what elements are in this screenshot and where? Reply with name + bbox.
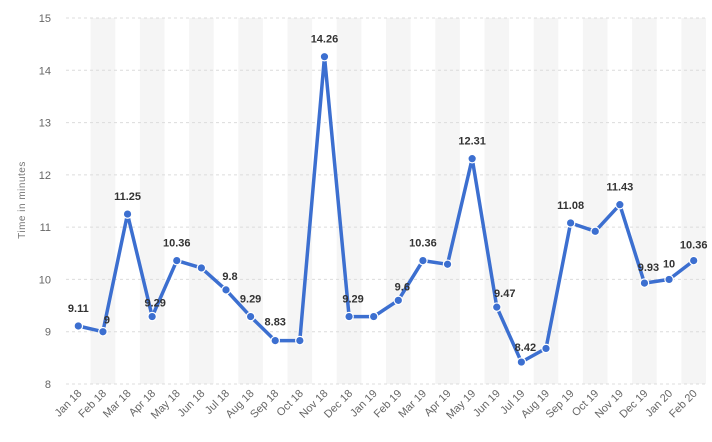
data-label: 11.08 bbox=[557, 200, 584, 212]
data-point[interactable] bbox=[442, 259, 453, 270]
data-label: 10 bbox=[663, 258, 675, 270]
y-tick-label: 11 bbox=[40, 222, 51, 234]
y-tick-label: 14 bbox=[39, 65, 51, 77]
column-band bbox=[90, 18, 116, 384]
column-band bbox=[139, 18, 165, 384]
data-label: 8.42 bbox=[515, 342, 536, 354]
column-band bbox=[189, 18, 214, 384]
x-tick-label: Jun 19 bbox=[471, 388, 503, 420]
data-point[interactable] bbox=[393, 295, 404, 306]
data-label: 12.31 bbox=[458, 136, 486, 148]
y-axis-label: Time in minutes bbox=[17, 161, 28, 239]
column-band bbox=[435, 18, 460, 384]
data-label: 9.47 bbox=[494, 288, 515, 300]
data-point[interactable] bbox=[73, 321, 84, 331]
data-point[interactable] bbox=[639, 278, 650, 288]
data-point[interactable] bbox=[688, 255, 699, 266]
y-axis-ticks: 8 9 10 11 12 13 14 15 bbox=[39, 13, 51, 391]
data-label: 9.93 bbox=[638, 262, 659, 274]
data-label: 9.29 bbox=[342, 294, 363, 306]
data-point[interactable] bbox=[196, 263, 207, 273]
data-point[interactable] bbox=[516, 357, 527, 367]
data-point[interactable] bbox=[467, 153, 477, 164]
column-band bbox=[386, 18, 411, 384]
data-label: 10.36 bbox=[680, 240, 708, 252]
x-tick-label: Mar 18 bbox=[101, 388, 134, 421]
data-label: 9 bbox=[104, 315, 110, 327]
x-tick-label: Jun 18 bbox=[176, 388, 208, 420]
data-point[interactable] bbox=[615, 199, 625, 210]
data-label: 11.25 bbox=[114, 191, 141, 203]
y-tick-label: 8 bbox=[45, 379, 51, 391]
y-tick-label: 10 bbox=[39, 274, 51, 286]
y-tick-label: 13 bbox=[39, 118, 51, 130]
column-band bbox=[238, 18, 263, 384]
data-point[interactable] bbox=[590, 226, 601, 237]
data-point[interactable] bbox=[344, 311, 354, 322]
series-line-group bbox=[73, 51, 699, 367]
gridlines bbox=[66, 17, 706, 385]
column-band bbox=[336, 18, 362, 384]
data-point[interactable] bbox=[98, 326, 108, 337]
data-point[interactable] bbox=[491, 302, 502, 312]
data-point[interactable] bbox=[418, 255, 428, 266]
y-tick-label: 15 bbox=[39, 13, 51, 25]
data-point[interactable] bbox=[565, 218, 576, 228]
column-bands bbox=[90, 18, 706, 384]
data-label: 9.8 bbox=[222, 271, 237, 283]
data-label: 14.26 bbox=[311, 34, 339, 46]
data-point[interactable] bbox=[147, 311, 157, 322]
data-point[interactable] bbox=[295, 335, 305, 346]
data-label: 11.43 bbox=[606, 182, 633, 194]
data-label: 10.36 bbox=[409, 238, 437, 250]
column-band bbox=[681, 18, 706, 384]
data-label: 8.83 bbox=[265, 317, 286, 329]
data-label: 9.6 bbox=[395, 281, 410, 293]
y-tick-label: 9 bbox=[45, 327, 51, 339]
column-band bbox=[632, 18, 657, 384]
column-band bbox=[533, 18, 559, 384]
data-label: 9.29 bbox=[240, 294, 261, 306]
data-point[interactable] bbox=[122, 209, 133, 219]
data-point[interactable] bbox=[368, 311, 379, 322]
data-label: 9.29 bbox=[144, 298, 165, 310]
x-tick-label: Feb 20 bbox=[667, 388, 700, 421]
y-tick-label: 12 bbox=[39, 170, 51, 182]
data-point[interactable] bbox=[541, 343, 551, 354]
data-point[interactable] bbox=[319, 51, 330, 62]
data-point[interactable] bbox=[664, 274, 674, 285]
data-label: 10.36 bbox=[163, 238, 191, 250]
data-labels: 9.11911.259.2910.369.89.298.8314.269.299… bbox=[68, 34, 708, 354]
x-tick-label: Mar 19 bbox=[396, 388, 429, 421]
column-band bbox=[582, 18, 608, 384]
data-point[interactable] bbox=[245, 311, 256, 322]
data-label: 9.11 bbox=[68, 303, 89, 315]
data-point[interactable] bbox=[221, 285, 231, 295]
data-point[interactable] bbox=[171, 255, 182, 266]
data-point[interactable] bbox=[270, 335, 281, 346]
